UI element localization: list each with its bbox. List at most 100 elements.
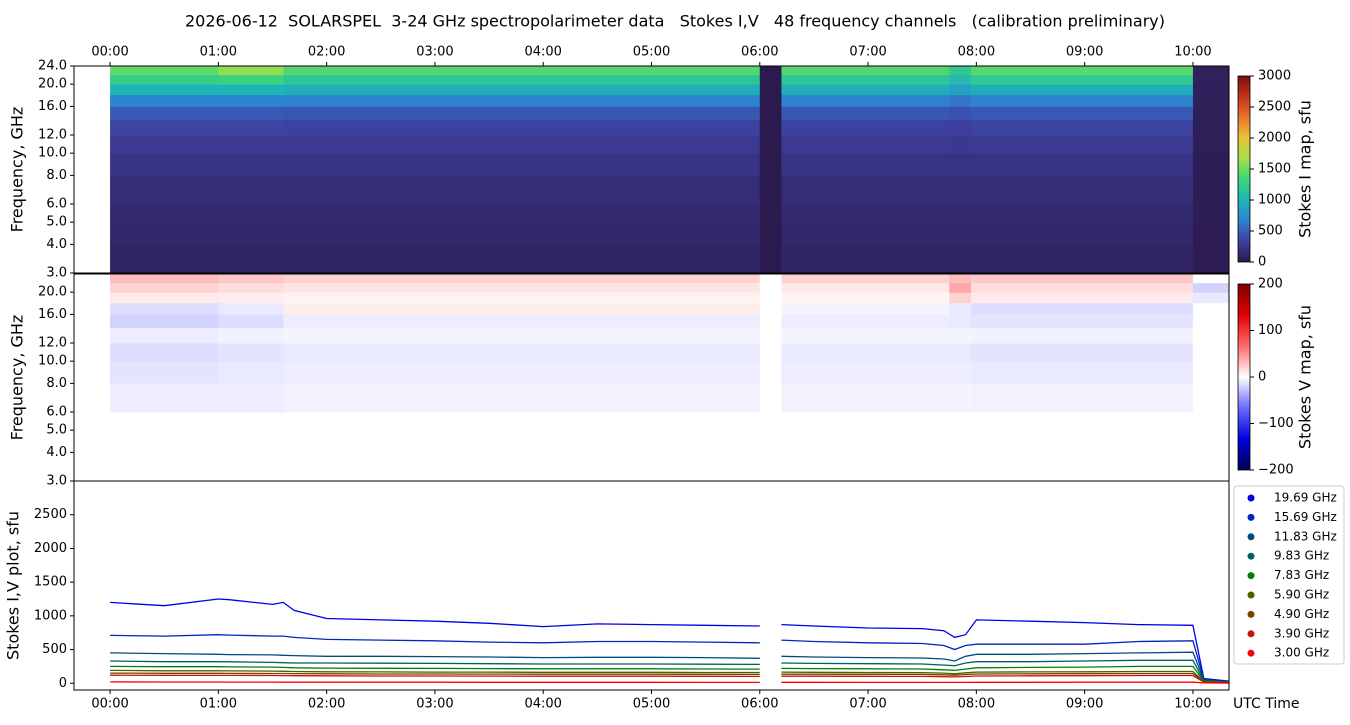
- heatmap-cell: [970, 343, 1194, 362]
- heatmap-cell: [283, 383, 761, 413]
- heatmap-cell: [759, 119, 782, 136]
- x-tick-label: 03:00: [416, 45, 453, 60]
- heatmap-cell: [781, 119, 950, 136]
- heatmap-cell: [218, 204, 284, 223]
- y-tick-label: 3.0: [46, 474, 67, 489]
- legend-label: 9.83 GHz: [1274, 549, 1329, 563]
- heatmap-cell: [218, 282, 284, 293]
- heatmap-cell: [949, 94, 972, 107]
- heatmap-cell: [283, 244, 761, 274]
- colorbar-tick-label: 0: [1258, 370, 1266, 385]
- heatmap-cell: [283, 430, 761, 453]
- legend-label: 3.00 GHz: [1274, 646, 1329, 660]
- y-tick-label: 2500: [34, 507, 67, 522]
- legend-marker: [1247, 630, 1255, 638]
- heatmap-cell: [781, 204, 950, 223]
- x-tick-label: 08:00: [958, 697, 995, 712]
- legend-label: 4.90 GHz: [1274, 607, 1329, 621]
- heatmap-cell: [110, 274, 219, 284]
- heatmap-cell: [1192, 361, 1230, 384]
- heatmap-cell: [283, 343, 761, 362]
- x-tick-label: 05:00: [633, 45, 670, 60]
- heatmap-cell: [970, 327, 1194, 344]
- heatmap-cell: [781, 327, 950, 344]
- x-tick-label: 04:00: [524, 45, 561, 60]
- heatmap-cell: [949, 274, 972, 284]
- heatmap-cell: [1192, 383, 1230, 413]
- x-tick-label: 00:00: [91, 697, 128, 712]
- heatmap-cell: [110, 222, 219, 245]
- y-tick-label: 12.0: [38, 128, 67, 143]
- heatmap-cell: [949, 244, 972, 274]
- heatmap-cell: [110, 343, 219, 362]
- colorbar-tick-label: 500: [1258, 224, 1283, 239]
- legend-label: 15.69 GHz: [1274, 510, 1337, 524]
- heatmap-cell: [218, 153, 284, 176]
- y-axis-label: Frequency, GHz: [8, 315, 27, 441]
- heatmap-cell: [781, 282, 950, 293]
- heatmap-cell: [218, 430, 284, 453]
- series-line: [110, 598, 1229, 682]
- heatmap-cell: [781, 153, 950, 176]
- heatmap-cell: [970, 430, 1194, 453]
- y-tick-label: 12.0: [38, 336, 67, 351]
- heatmap-cell: [110, 119, 219, 136]
- colorbar-tick-label: 1000: [1258, 193, 1291, 208]
- colorbar-tick-label: 1500: [1258, 162, 1291, 177]
- heatmap-cell: [110, 204, 219, 223]
- legend-marker: [1247, 572, 1255, 580]
- heatmap-cell: [283, 282, 761, 293]
- heatmap-cell: [781, 74, 950, 85]
- heatmap-cell: [283, 106, 761, 121]
- heatmap-cell: [781, 244, 950, 274]
- heatmap-cell: [949, 135, 972, 154]
- heatmap-cell: [1192, 452, 1230, 482]
- x-tick-label: 08:00: [958, 45, 995, 60]
- heatmap-cell: [781, 106, 950, 121]
- x-tick-label: 06:00: [741, 45, 778, 60]
- x-tick-label: 07:00: [849, 45, 886, 60]
- heatmap-cell: [970, 292, 1194, 304]
- heatmap-cell: [218, 66, 284, 76]
- heatmap-cell: [110, 383, 219, 413]
- series-line: [110, 665, 1229, 684]
- heatmap-cell: [970, 282, 1194, 293]
- y-tick-label: 6.0: [46, 197, 67, 212]
- y-tick-label: 20.0: [38, 285, 67, 300]
- heatmap-cell: [970, 302, 1194, 315]
- heatmap-cell: [759, 361, 782, 384]
- heatmap-cell: [1192, 412, 1230, 431]
- heatmap-cell: [781, 94, 950, 107]
- heatmap-cell: [283, 292, 761, 304]
- heatmap-cell: [949, 343, 972, 362]
- heatmap-cell: [949, 302, 972, 315]
- heatmap-cell: [970, 94, 1194, 107]
- heatmap-cell: [781, 314, 950, 329]
- heatmap-cell: [949, 84, 972, 96]
- heatmap-cell: [759, 94, 782, 107]
- series-line: [110, 659, 1229, 683]
- heatmap-cell: [949, 452, 972, 482]
- heatmap-cell: [759, 84, 782, 96]
- heatmap-cell: [759, 175, 782, 205]
- heatmap-cell: [949, 106, 972, 121]
- heatmap-cell: [949, 292, 972, 304]
- legend-label: 7.83 GHz: [1274, 568, 1329, 582]
- y-axis-label: Stokes I,V plot, sfu: [4, 511, 23, 660]
- heatmap-cell: [781, 430, 950, 453]
- heatmap-cell: [1192, 244, 1230, 274]
- heatmap-cell: [949, 430, 972, 453]
- y-tick-label: 16.0: [38, 307, 67, 322]
- series-line: [110, 681, 1229, 684]
- y-tick-label: 4.0: [46, 237, 67, 252]
- heatmap-cell: [1192, 84, 1230, 96]
- heatmap-cell: [781, 222, 950, 245]
- heatmap-cell: [949, 361, 972, 384]
- colorbar-tick-label: 100: [1258, 323, 1283, 338]
- y-tick-label: 1500: [34, 575, 67, 590]
- heatmap-cell: [218, 302, 284, 315]
- x-tick-label: 01:00: [200, 697, 237, 712]
- heatmap-cell: [781, 343, 950, 362]
- legend-label: 3.90 GHz: [1274, 626, 1329, 640]
